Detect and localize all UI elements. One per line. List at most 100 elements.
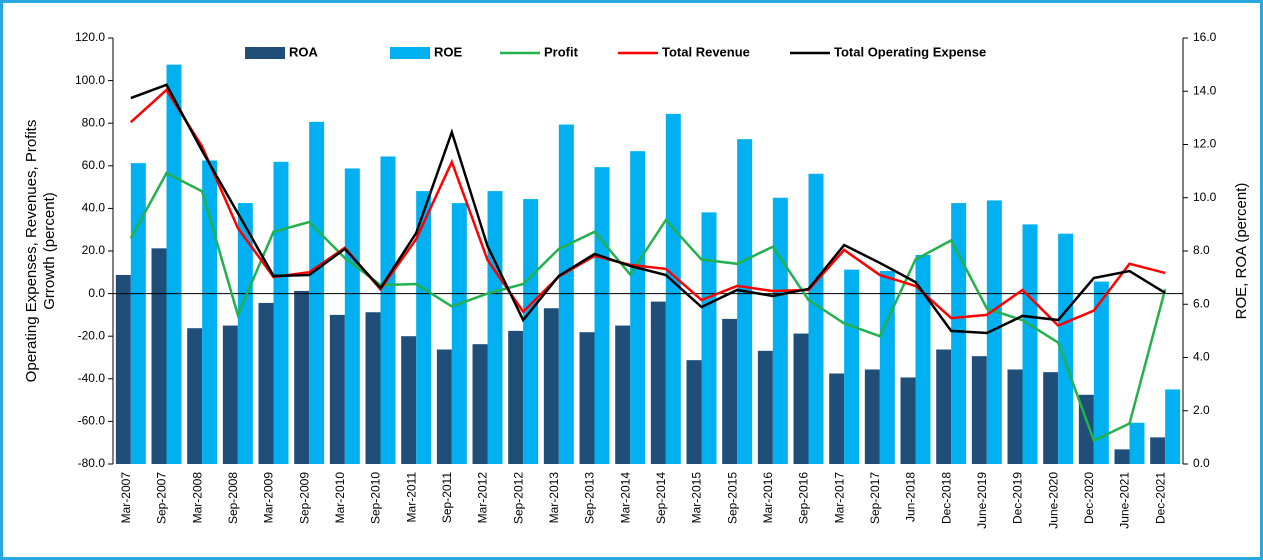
bar [202,160,218,464]
bar [380,156,396,464]
y-tick-label: -20.0 [78,328,106,342]
bar [451,203,467,464]
legend-label: Total Operating Expense [834,44,986,59]
bar [1093,281,1109,464]
bar [416,191,432,464]
legend-swatch [245,47,285,59]
bar [650,301,666,464]
y-tick-label: 20.0 [82,243,106,257]
bar [686,360,702,464]
legend-swatch [390,47,430,59]
bar [1058,233,1074,464]
legend-label: ROA [289,44,319,59]
y2-tick-label: 8.0 [1193,243,1210,257]
bar [523,199,539,465]
bar [879,270,895,464]
line [129,88,1166,328]
bar [115,274,131,464]
y2-tick-label: 12.0 [1193,137,1217,151]
bar [900,377,916,464]
bar [487,191,503,464]
x-tick-label: Sep-2014 [654,472,668,524]
bar [951,203,967,464]
bar [187,328,203,464]
y2-tick-label: 10.0 [1193,190,1217,204]
x-tick-label: Sep-2017 [868,472,882,524]
bar [579,332,595,464]
x-tick-label: Sep-2011 [440,472,454,523]
bar [344,168,360,464]
x-tick-label: Mar-2007 [119,472,133,524]
bar [986,200,1002,464]
x-tick-label: Sep-2012 [511,472,525,524]
bar [558,124,574,464]
bar [737,139,753,465]
y-tick-label: 0.0 [88,286,105,300]
legend-label: Total Revenue [662,44,750,59]
bar [722,318,738,464]
bar [630,151,646,464]
bar [594,167,610,464]
x-tick-label: Jun-2018 [904,472,918,522]
bar [472,344,488,464]
bar [808,173,824,464]
x-tick-label: Sep-2008 [226,472,240,524]
y2-tick-label: 6.0 [1193,296,1210,310]
bar [772,197,788,464]
line [130,83,1166,335]
bar [1165,389,1181,464]
bar [543,308,559,464]
x-tick-label: Mar-2015 [690,472,704,524]
y-tick-label: -80.0 [78,456,106,470]
y2-tick-label: 4.0 [1193,350,1210,364]
x-tick-label: Mar-2013 [547,472,561,524]
x-tick-label: Sep-2007 [155,472,169,524]
x-tick-label: June-2019 [975,472,989,529]
x-tick-label: Mar-2008 [190,472,204,524]
x-tick-label: Dec-2021 [1153,472,1167,524]
y-axis-title: Operating Expenses, Revenues, Profits [23,120,40,383]
bar [329,314,345,464]
bar [1043,372,1059,464]
bar [864,369,880,464]
bar [130,163,146,464]
y-tick-label: -60.0 [78,414,106,428]
bar [1150,437,1166,464]
bar [309,121,325,465]
bar [222,325,238,464]
x-tick-label: Mar-2012 [476,472,490,524]
y2-tick-label: 2.0 [1193,403,1210,417]
x-tick-label: Dec-2020 [1082,472,1096,524]
bar [1129,422,1145,464]
x-tick-label: Dec-2019 [1011,472,1025,524]
x-tick-label: Sep-2010 [369,472,383,524]
bar [793,333,809,464]
y-tick-label: 60.0 [82,158,106,172]
x-tick-label: Sep-2015 [725,472,739,524]
x-tick-label: June-2021 [1118,472,1132,529]
y2-tick-label: 0.0 [1193,456,1210,470]
legend-label: ROE [434,44,463,59]
y-tick-label: -40.0 [78,371,106,385]
bar [1114,449,1130,464]
y-tick-label: 120.0 [75,30,105,44]
bar [1007,369,1023,464]
bar [273,161,289,464]
y-tick-label: 80.0 [82,115,106,129]
y-tick-label: 100.0 [75,73,105,87]
bar [829,373,845,464]
bar [237,203,253,464]
legend-label: Profit [544,44,579,59]
x-tick-label: Dec-2018 [939,472,953,524]
bar [915,254,931,464]
bar [365,312,381,464]
y2-tick-label: 14.0 [1193,83,1217,97]
bar [258,302,274,464]
bar [701,212,717,464]
bar [1022,224,1038,464]
bar [615,325,631,464]
y2-tick-label: 16.0 [1193,30,1217,44]
bar [971,356,987,464]
bar [757,350,773,464]
